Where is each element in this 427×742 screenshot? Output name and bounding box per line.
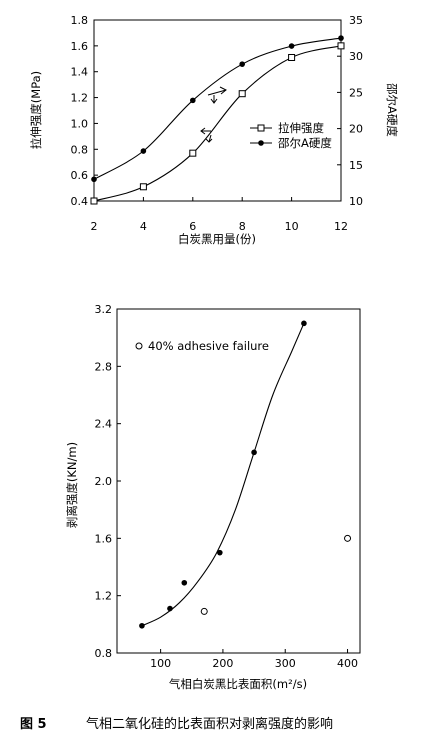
c2-plot-frame — [116, 308, 361, 654]
c2-point-filled — [251, 449, 257, 456]
figure-caption: 图 5 气相二氧化硅的比表面积对剥离强度的影响 — [20, 716, 333, 732]
c2-point-open — [344, 534, 352, 542]
c2-point-open — [200, 607, 208, 615]
c1-legend-label-tensile: 拉伸强度 — [278, 121, 324, 135]
c1-x-tick-label: 6 — [189, 220, 196, 233]
chart-peel-strength: 100 200 300 400 0.8 1.2 1.6 2.0 2.4 2.8 3.2 40% a… — [65, 303, 361, 691]
c2-x-tick-label: 300 — [275, 657, 296, 670]
c1-y-left-tick-label: 0.4 — [71, 195, 89, 208]
c1-series-layer — [90, 35, 345, 205]
c2-point-filled — [217, 549, 223, 556]
c2-y-tick-label: 2.4 — [95, 418, 113, 431]
c2-point-filled — [167, 605, 173, 612]
c1-y-right-tick-label: 35 — [349, 14, 363, 27]
c1-y-left-ticks: 0.4 0.6 0.8 1.0 1.2 1.4 1.6 1.8 — [71, 14, 98, 208]
c1-point-square — [90, 197, 98, 205]
c2-x-tick-label: 100 — [150, 657, 171, 670]
c1-y-left-tick-label: 1.6 — [71, 40, 89, 53]
c1-point-square — [139, 183, 147, 191]
c2-y-axis-label: 剥离强度(KN/m) — [65, 442, 79, 528]
c2-legend-label: 40% adhesive failure — [148, 339, 269, 353]
c1-x-tick-label: 8 — [239, 220, 246, 233]
c1-point-square — [288, 53, 296, 61]
c2-fit-curve — [141, 323, 305, 627]
c2-y-tick-label: 1.6 — [95, 532, 113, 545]
c1-point-square — [337, 42, 345, 50]
c2-y-tick-label: 0.8 — [95, 647, 113, 660]
c2-y-tick-label: 1.2 — [95, 590, 113, 603]
c1-x-ticks: 2 4 6 8 10 12 — [91, 197, 348, 233]
c2-x-tick-label: 400 — [337, 657, 358, 670]
c1-series-line-1 — [93, 37, 342, 180]
c1-axis-arrow-right — [207, 86, 227, 104]
c1-y-left-tick-label: 1.8 — [71, 14, 89, 27]
c1-legend: 拉伸强度 邵尔A硬度 — [250, 121, 332, 150]
c1-point-square — [238, 90, 246, 98]
c1-legend-circle-marker — [258, 140, 264, 146]
c1-point-circle — [91, 176, 97, 183]
figure-caption-text: 气相二氧化硅的比表面积对剥离强度的影响 — [86, 716, 333, 732]
c1-point-circle — [288, 43, 295, 49]
c2-x-ticks: 100 200 300 400 — [150, 649, 358, 670]
c1-y-right-tick-label: 20 — [349, 123, 363, 136]
chart-tensile-hardness: 2 4 6 8 10 12 0.40.60.81.01.21.41.61.8 101520… — [29, 14, 399, 246]
c2-x-tick-label: 200 — [212, 657, 233, 670]
c1-point-circle — [338, 35, 344, 41]
c1-point-circle — [140, 148, 147, 154]
c2-legend: 40% adhesive failure — [135, 339, 269, 353]
c2-legend-open-marker — [135, 342, 143, 350]
c1-point-circle — [190, 97, 196, 104]
c1-y-left-tick-label: 1.2 — [71, 92, 89, 105]
c1-y-right-tick-label: 30 — [349, 50, 363, 63]
c1-plot-frame — [93, 19, 342, 202]
c2-point-filled — [181, 579, 188, 586]
c1-legend-square-marker — [257, 124, 265, 132]
c1-y-right-tick-label: 10 — [349, 195, 363, 208]
c2-point-filled — [139, 622, 145, 629]
c2-series-layer — [139, 320, 352, 629]
c2-point-filled — [301, 320, 307, 327]
c1-y-left-tick-label: 1.0 — [71, 117, 89, 130]
c1-y-left-axis-label: 拉伸强度(MPa) — [29, 71, 43, 149]
c1-point-circle — [239, 61, 245, 67]
c1-axis-arrow-left — [200, 127, 213, 143]
c1-y-left-tick-label: 1.4 — [71, 66, 89, 79]
c1-x-tick-label: 4 — [140, 220, 147, 233]
c1-x-tick-label: 2 — [91, 220, 98, 233]
c1-x-axis-label: 白炭黑用量(份) — [178, 232, 256, 246]
c2-y-tick-label: 3.2 — [95, 303, 113, 316]
c2-y-tick-label: 2.0 — [95, 475, 113, 488]
c2-x-axis-label: 气相白炭黑比表面积(m²/s) — [169, 677, 307, 691]
figure-number: 图 5 — [20, 717, 47, 732]
c1-y-left-tick-label: 0.8 — [71, 143, 89, 156]
c1-legend-label-hardness: 邵尔A硬度 — [278, 136, 332, 150]
c1-x-tick-label: 12 — [334, 220, 348, 233]
c2-y-ticks: 0.8 1.2 1.6 2.0 2.4 2.8 3.2 — [95, 303, 121, 660]
c1-y-right-tick-label: 15 — [349, 159, 363, 172]
c1-y-right-ticks: 10 15 20 25 30 35 — [337, 14, 363, 208]
c2-y-tick-label: 2.8 — [95, 360, 113, 373]
c1-x-tick-label: 10 — [285, 220, 299, 233]
c1-y-left-tick-label: 0.6 — [71, 169, 89, 182]
c1-point-square — [189, 149, 197, 157]
c1-y-right-tick-label: 25 — [349, 86, 363, 99]
c1-y-right-axis-label: 邵尔A硬度 — [385, 83, 399, 137]
